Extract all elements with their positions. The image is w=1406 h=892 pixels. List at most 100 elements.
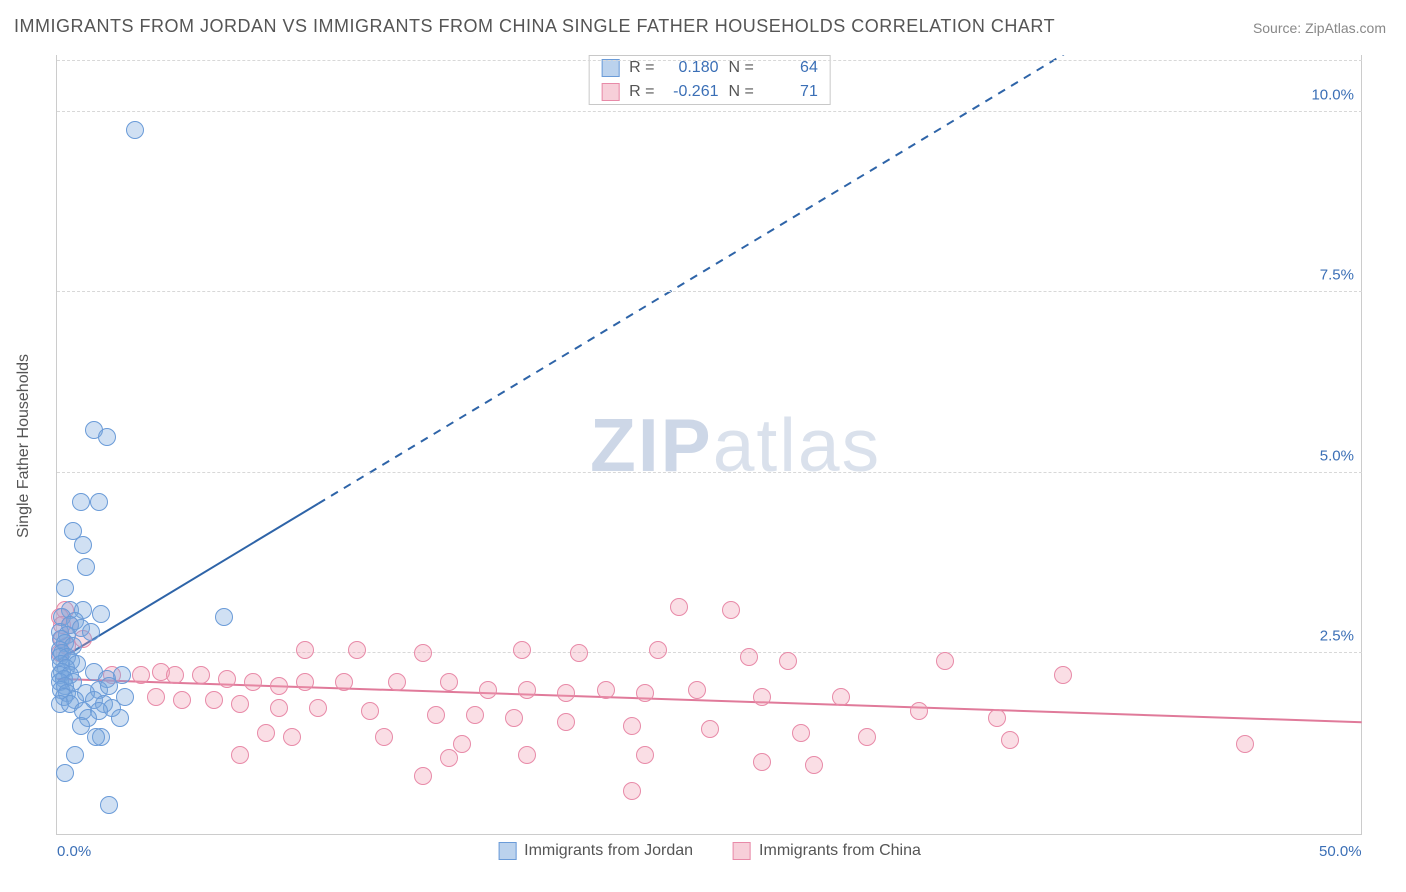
data-point <box>597 681 615 699</box>
r-label: R = <box>629 83 654 101</box>
watermark: ZIPatlas <box>590 402 881 488</box>
data-point <box>257 724 275 742</box>
gridline <box>57 472 1362 473</box>
y-tick-label: 5.0% <box>1320 447 1354 464</box>
data-point <box>56 579 74 597</box>
data-point <box>623 782 641 800</box>
data-point <box>296 673 314 691</box>
r-value-china: -0.261 <box>665 83 719 101</box>
x-axis-legend: Immigrants from Jordan Immigrants from C… <box>498 842 921 860</box>
x-tick-label: 0.0% <box>57 843 91 860</box>
data-point <box>513 641 531 659</box>
data-point <box>270 677 288 695</box>
data-point <box>111 709 129 727</box>
gridline <box>57 291 1362 292</box>
data-point <box>518 681 536 699</box>
scatter-plot: ZIPatlas R = 0.180 N = 64 R = -0.261 N =… <box>56 55 1362 835</box>
data-point <box>98 428 116 446</box>
data-point <box>72 493 90 511</box>
n-label: N = <box>729 59 754 77</box>
data-point <box>192 666 210 684</box>
data-point <box>792 724 810 742</box>
data-point <box>740 648 758 666</box>
data-point <box>505 709 523 727</box>
data-point <box>72 717 90 735</box>
data-point <box>218 670 236 688</box>
data-point <box>126 121 144 139</box>
data-point <box>296 641 314 659</box>
watermark-rest: atlas <box>713 403 881 487</box>
data-point <box>414 644 432 662</box>
chart-title: IMMIGRANTS FROM JORDAN VS IMMIGRANTS FRO… <box>14 16 1055 37</box>
data-point <box>466 706 484 724</box>
gridline <box>57 652 1362 653</box>
data-point <box>361 702 379 720</box>
source-label: Source: ZipAtlas.com <box>1253 20 1386 36</box>
data-point <box>805 756 823 774</box>
data-point <box>56 764 74 782</box>
data-point <box>649 641 667 659</box>
data-point <box>309 699 327 717</box>
correlation-legend: R = 0.180 N = 64 R = -0.261 N = 71 <box>588 55 831 105</box>
data-point <box>375 728 393 746</box>
r-label: R = <box>629 59 654 77</box>
data-point <box>90 493 108 511</box>
data-point <box>82 623 100 641</box>
data-point <box>557 713 575 731</box>
data-point <box>688 681 706 699</box>
data-point <box>335 673 353 691</box>
data-point <box>87 728 105 746</box>
legend-label-china: Immigrants from China <box>759 842 921 860</box>
data-point <box>779 652 797 670</box>
data-point <box>231 695 249 713</box>
data-point <box>244 673 262 691</box>
data-point <box>858 728 876 746</box>
data-point <box>231 746 249 764</box>
data-point <box>1236 735 1254 753</box>
y-tick-label: 10.0% <box>1311 86 1354 103</box>
data-point <box>166 666 184 684</box>
data-point <box>173 691 191 709</box>
y-axis-label: Single Father Households <box>15 354 33 538</box>
data-point <box>701 720 719 738</box>
legend-item-jordan: Immigrants from Jordan <box>498 842 693 860</box>
legend-row-china: R = -0.261 N = 71 <box>589 80 830 104</box>
data-point <box>205 691 223 709</box>
data-point <box>557 684 575 702</box>
data-point <box>440 749 458 767</box>
x-tick-label: 50.0% <box>1319 843 1362 860</box>
data-point <box>722 601 740 619</box>
data-point <box>753 753 771 771</box>
data-point <box>147 688 165 706</box>
legend-item-china: Immigrants from China <box>733 842 921 860</box>
data-point <box>910 702 928 720</box>
data-point <box>215 608 233 626</box>
watermark-bold: ZIP <box>590 403 713 487</box>
data-point <box>414 767 432 785</box>
r-value-jordan: 0.180 <box>665 59 719 77</box>
data-point <box>988 709 1006 727</box>
data-point <box>753 688 771 706</box>
data-point <box>427 706 445 724</box>
y-tick-label: 7.5% <box>1320 267 1354 284</box>
data-point <box>270 699 288 717</box>
data-point <box>66 746 84 764</box>
data-point <box>1054 666 1072 684</box>
legend-label-jordan: Immigrants from Jordan <box>524 842 693 860</box>
swatch-jordan-icon <box>498 842 516 860</box>
data-point <box>100 677 118 695</box>
data-point <box>440 673 458 691</box>
trend-lines <box>57 55 1362 834</box>
n-value-china: 71 <box>764 83 818 101</box>
data-point <box>636 684 654 702</box>
swatch-china-icon <box>733 842 751 860</box>
data-point <box>388 673 406 691</box>
data-point <box>636 746 654 764</box>
data-point <box>832 688 850 706</box>
data-point <box>348 641 366 659</box>
swatch-jordan-icon <box>601 59 619 77</box>
right-axis-line <box>1361 55 1362 834</box>
data-point <box>479 681 497 699</box>
data-point <box>518 746 536 764</box>
data-point <box>1001 731 1019 749</box>
